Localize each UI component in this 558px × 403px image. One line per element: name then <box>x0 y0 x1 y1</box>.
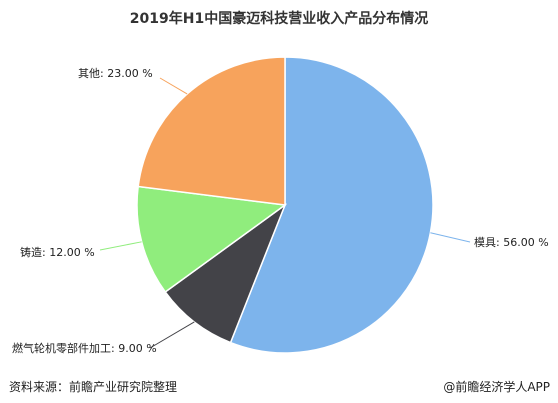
chart-title: 2019年H1中国豪迈科技营业收入产品分布情况 <box>129 11 429 27</box>
pie-slice <box>137 56 286 206</box>
pie-data-label: 模具: 56.00 % <box>474 236 549 249</box>
pie-data-label: 燃气轮机零部件加工: 9.00 % <box>12 341 157 355</box>
pie-label-connector <box>149 321 195 349</box>
pie-slice <box>164 202 287 344</box>
pie-label-connector <box>159 77 188 95</box>
pie-data-label: 其他: 23.00 % <box>78 67 153 80</box>
source-note: 资料来源：前瞻产业研究院整理 <box>9 380 178 394</box>
pie-data-label: 铸造: 12.00 % <box>20 245 95 259</box>
pie-label-connector <box>99 241 142 251</box>
pie-label-connector <box>430 232 471 243</box>
credit-note: @前瞻经济学人APP <box>443 380 550 394</box>
